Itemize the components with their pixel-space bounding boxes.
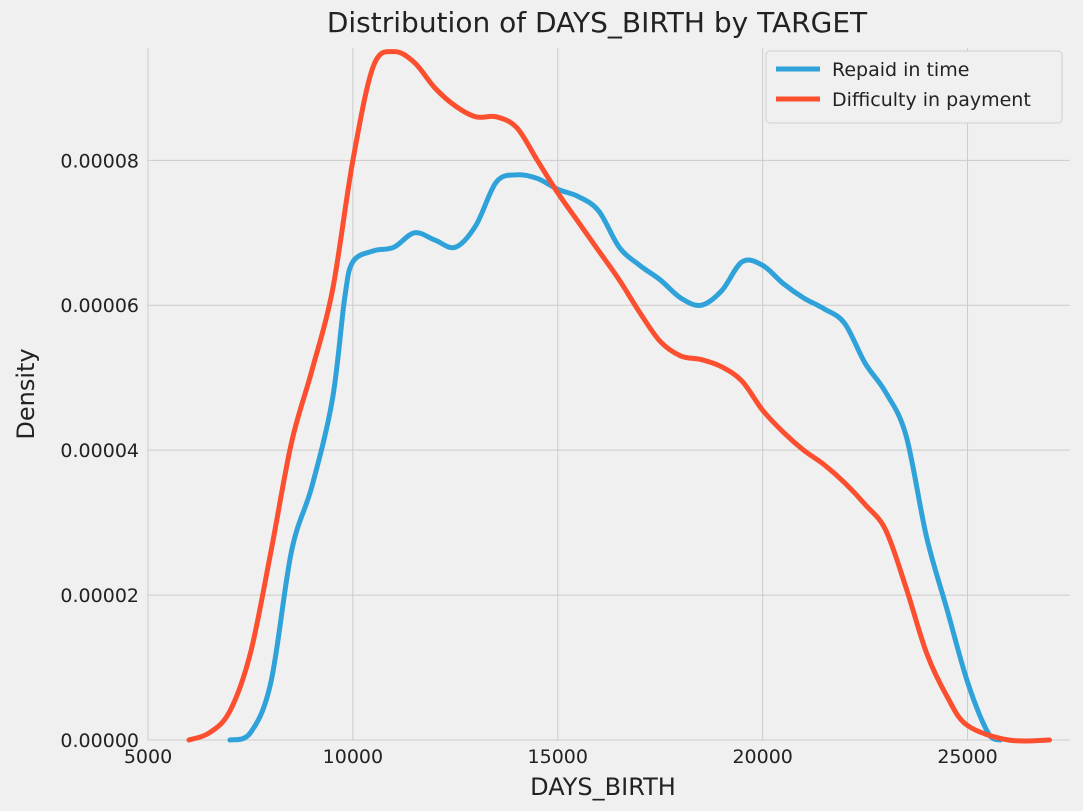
series-line-difficulty-in-payment <box>186 49 1053 744</box>
legend-box <box>765 50 1063 124</box>
lines-layer <box>186 49 1053 744</box>
legend: Repaid in time Difficulty in payment <box>765 50 1063 124</box>
x-tick-label: 5000 <box>124 746 172 768</box>
x-tick-label: 10000 <box>323 746 383 768</box>
chart-title: Distribution of DAYS_BIRTH by TARGET <box>327 6 868 39</box>
y-tick-label: 0.00008 <box>60 150 139 172</box>
y-tick-label: 0.00000 <box>60 730 139 752</box>
ticks-layer: 5000 10000 15000 20000 25000 0.00000 0.00002 0.… <box>60 150 997 768</box>
legend-label-repaid: Repaid in time <box>832 59 969 81</box>
legend-label-difficulty: Difficulty in payment <box>832 89 1031 111</box>
grid-layer <box>147 48 1070 741</box>
series-line-repaid-in-time <box>227 172 1003 743</box>
y-tick-label: 0.00002 <box>60 585 139 607</box>
y-axis-label: Density <box>12 348 40 439</box>
x-tick-label: 15000 <box>528 746 588 768</box>
x-axis-label: DAYS_BIRTH <box>530 773 676 801</box>
y-tick-label: 0.00006 <box>60 295 139 317</box>
x-tick-label: 25000 <box>937 746 997 768</box>
y-tick-label: 0.00004 <box>60 440 139 462</box>
x-tick-label: 20000 <box>732 746 792 768</box>
